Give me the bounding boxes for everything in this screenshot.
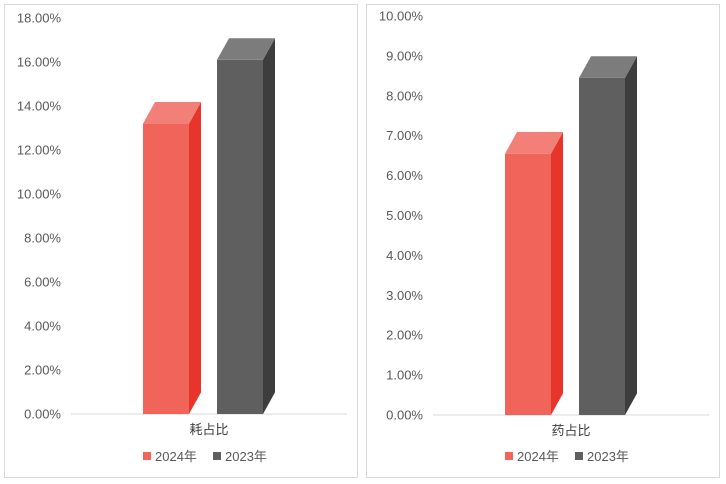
y-tick-label: 6.00% [386, 168, 423, 183]
y-tick-label: 10.00% [379, 9, 424, 24]
bar-front-face [579, 77, 625, 415]
y-tick-label: 7.00% [386, 128, 423, 143]
y-tick-label: 0.00% [24, 407, 61, 422]
chart-panel-yao-zhan-bi: 0.00% 1.00% 2.00% 3.00% 4.00% 5.00% 6.00% 7.00%… [366, 4, 720, 478]
legend-label: 2023年 [587, 449, 629, 464]
y-tick-label: 18.00% [17, 11, 62, 26]
y-tick-label: 8.00% [386, 88, 423, 103]
legend-swatch [143, 452, 151, 460]
bar-2023年 [217, 38, 275, 415]
chart-yao-zhan-bi: 0.00% 1.00% 2.00% 3.00% 4.00% 5.00% 6.00% 7.00%… [379, 9, 709, 464]
legend-swatch [575, 452, 583, 460]
legend-swatch [505, 452, 513, 460]
bar-side-face [551, 132, 563, 415]
y-tick-label: 5.00% [386, 208, 423, 223]
bar-2023年 [579, 56, 637, 416]
legend-label: 2024年 [517, 449, 559, 464]
y-tick-label: 6.00% [24, 275, 61, 290]
chart-panel-hao-zhan-bi: 0.00% 2.00% 4.00% 6.00% 8.00% 10.00% 12.00% 14.… [4, 4, 358, 478]
bar-side-face [263, 38, 275, 414]
chart-hao-zhan-bi: 0.00% 2.00% 4.00% 6.00% 8.00% 10.00% 12.00% 14.… [17, 11, 347, 464]
category-label: 药占比 [551, 423, 590, 438]
y-tick-label: 2.00% [24, 363, 61, 378]
y-tick-label: 16.00% [17, 55, 62, 70]
y-tick-label: 10.00% [17, 187, 62, 202]
legend-swatch [213, 452, 221, 460]
bar-front-face [505, 153, 551, 415]
bar-front-face [143, 123, 189, 414]
y-tick-label: 3.00% [386, 288, 423, 303]
legend-label: 2024年 [155, 449, 197, 464]
bar-top-face [143, 102, 201, 124]
bar-front-face [217, 59, 263, 415]
bar-2024年 [143, 102, 201, 414]
category-label: 耗占比 [189, 422, 228, 437]
bar-top-face [579, 56, 637, 78]
bar-2024年 [505, 132, 563, 415]
legend-label: 2023年 [225, 449, 267, 464]
y-tick-label: 4.00% [24, 319, 61, 334]
bar-top-face [505, 132, 563, 154]
y-tick-label: 12.00% [17, 143, 62, 158]
bar-top-face [217, 38, 275, 60]
y-tick-label: 2.00% [386, 328, 423, 343]
y-tick-label: 9.00% [386, 48, 423, 63]
bar-side-face [189, 102, 201, 414]
y-tick-label: 1.00% [386, 368, 423, 383]
y-tick-label: 4.00% [386, 248, 423, 263]
bar-side-face [625, 56, 637, 416]
y-tick-label: 0.00% [386, 408, 423, 423]
y-tick-label: 14.00% [17, 99, 62, 114]
y-tick-label: 8.00% [24, 231, 61, 246]
